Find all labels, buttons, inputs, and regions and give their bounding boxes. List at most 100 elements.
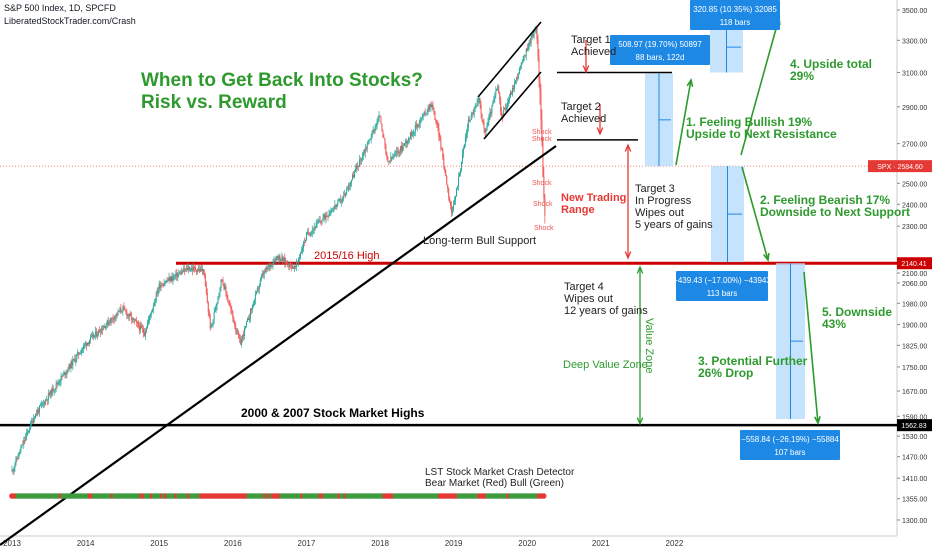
candle-body [37,410,38,414]
candle-body [109,322,110,325]
chart-headline: When to Get Back Into Stocks? [141,70,423,91]
candle-body [214,312,215,319]
candle-body [187,268,188,270]
candle-body [160,283,161,287]
candle-body [271,264,272,267]
candle-body [256,291,257,294]
candle-body [120,309,121,312]
bullish-label-2: Upside to Next Resistance [686,127,837,141]
candle-body [181,271,182,274]
candle-body [12,470,13,471]
x-tick-label: 2018 [371,539,389,548]
candle-body [344,194,345,196]
candle-body [283,258,284,261]
candle-body [355,169,356,172]
candle-body [507,102,508,106]
candle-body [76,355,77,359]
candle-body [262,273,263,276]
candle-body [154,302,155,306]
candle-body [418,125,419,126]
candle-body [127,314,128,316]
candle-body [313,229,314,230]
candle-body [294,266,295,269]
candle-body [382,131,383,137]
candle-body [161,285,162,288]
candle-body [55,388,56,390]
candle-body [266,268,267,272]
candle-body [100,332,101,333]
candle-body [147,323,148,328]
candle-body [133,318,134,319]
candle-body [64,372,65,374]
candle-body [332,211,333,212]
candle-body [222,280,223,284]
candle-body [304,242,305,243]
candle-body [465,138,466,144]
candle-body [54,390,55,391]
candle-body [260,280,261,285]
y-tick-label: 1750.00 [902,365,927,372]
candle-body [292,267,293,269]
candle-body [386,154,387,157]
candle-body [307,232,308,233]
x-tick-label: 2014 [77,539,95,548]
shock-marker: Shock [533,201,553,208]
candle-body [442,149,443,158]
candle-body [95,331,96,335]
candle-body [23,440,24,445]
candle-body [132,318,133,320]
measure-box-2-bars: 118 bars [720,18,751,27]
candle-body [140,325,141,330]
candle-body [520,66,521,69]
candle-body [538,57,539,81]
candle-body [417,125,418,128]
candle-body [422,117,423,118]
candle-body [281,257,282,260]
candle-body [350,183,351,186]
candle-body [319,221,320,222]
candle-body [56,383,57,388]
candle-body [254,300,255,305]
candle-body [115,316,116,319]
candle-body [325,214,326,218]
candle-body [308,232,309,234]
candle-body [65,373,66,375]
candle-body [526,49,527,56]
candle-body [406,141,407,143]
candle-body [169,277,170,281]
candle-body [101,329,102,333]
candle-body [27,431,28,432]
candle-body [248,318,249,320]
candle-body [230,306,231,309]
downside-label-2: 43% [822,317,846,331]
candle-body [193,267,194,270]
candle-body [537,39,538,56]
candle-body [189,267,190,270]
candle-body [398,152,399,153]
candle-body [242,335,243,339]
candle-body [92,335,93,336]
candle-body [336,204,337,207]
candle-body [159,283,160,289]
candle-body [126,312,127,316]
y-tick-label: 2500.00 [902,181,927,188]
candle-body [466,133,467,137]
crash-detector-strip [9,493,546,499]
candle-body [527,49,528,51]
target4-label: Target 4 [564,281,604,293]
candle-body [48,394,49,401]
candle-body [462,153,463,161]
candle-body [102,329,103,330]
candle-body [358,166,359,167]
candle-body [284,258,285,263]
candle-body [478,100,479,102]
candle-body [434,112,435,120]
value-zone-label: Value Zone [643,318,655,373]
candle-body [411,132,412,136]
candle-body [475,107,476,109]
measure-box-4-value: −558.84 (−26.19%) −55884 [741,435,839,444]
candle-body [158,290,159,294]
candle-body [364,153,365,154]
candle-body [353,175,354,177]
